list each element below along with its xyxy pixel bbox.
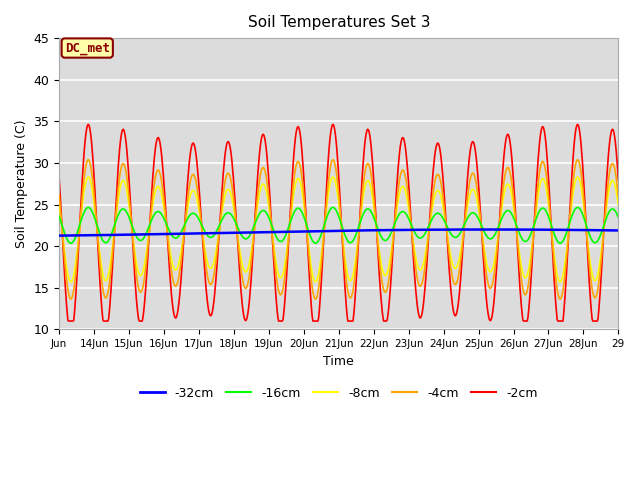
Y-axis label: Soil Temperature (C): Soil Temperature (C) <box>15 120 28 248</box>
Title: Soil Temperatures Set 3: Soil Temperatures Set 3 <box>248 15 430 30</box>
Legend: -32cm, -16cm, -8cm, -4cm, -2cm: -32cm, -16cm, -8cm, -4cm, -2cm <box>134 382 543 405</box>
Text: DC_met: DC_met <box>65 42 109 55</box>
X-axis label: Time: Time <box>323 355 354 368</box>
